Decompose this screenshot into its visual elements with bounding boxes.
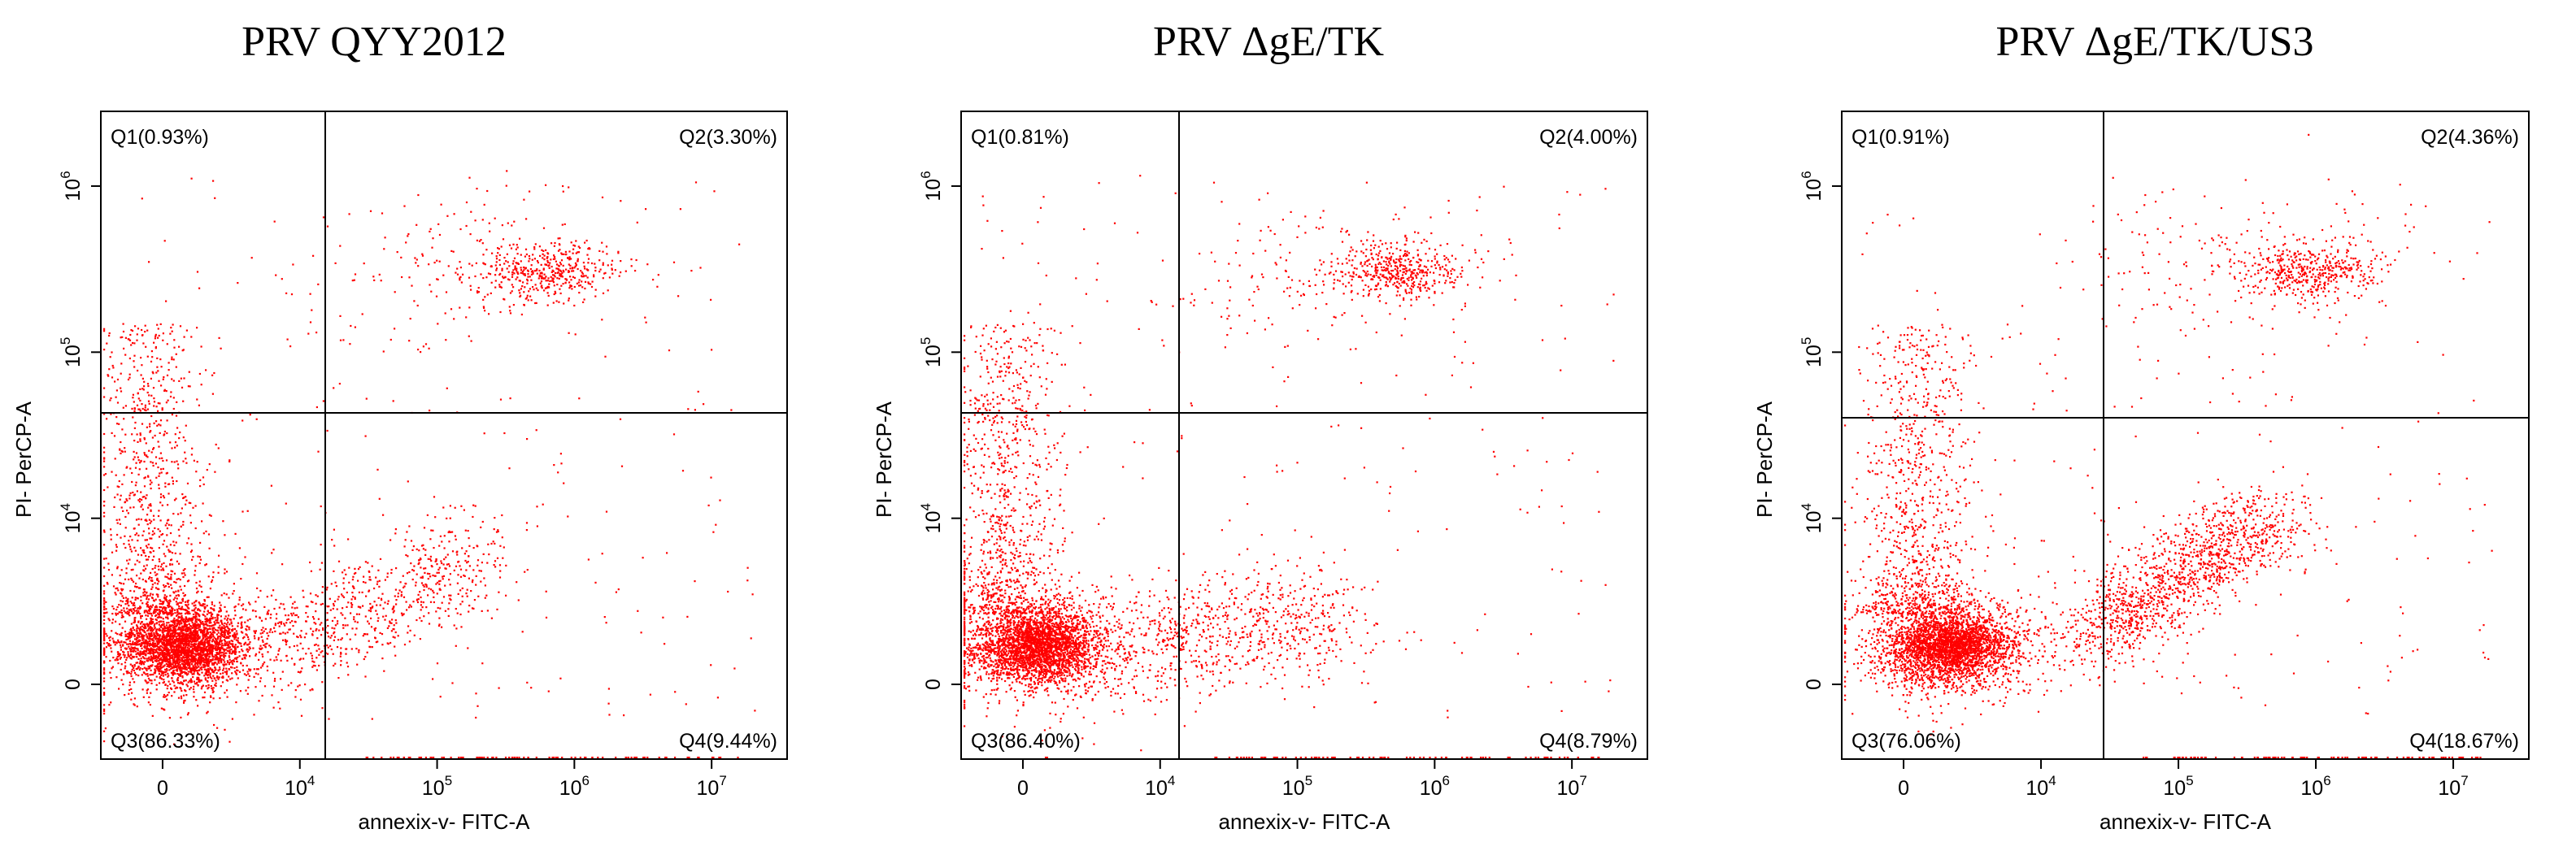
x-tick-label: 107 — [2438, 773, 2468, 800]
event-dots — [1844, 133, 2493, 759]
quadrant-label-q4: Q4(8.79%) — [1539, 730, 1638, 753]
plot-frame — [1841, 111, 2530, 760]
y-axis-label: PI- PerCP-A — [872, 401, 896, 518]
quadrant-label-q1: Q1(0.93%) — [111, 126, 209, 149]
x-tick-label: 0 — [157, 777, 168, 800]
quadrant-label-q1: Q1(0.81%) — [971, 126, 1069, 149]
panel-2-title: PRV ΔgE/TK — [1152, 19, 1385, 65]
y-axis: 0 104 105 106 — [1799, 171, 1842, 690]
panel-1-title: PRV QYY2012 — [242, 19, 507, 65]
y-axis-label: PI- PerCP-A — [1752, 401, 1777, 518]
quadrant-label-q1: Q1(0.91%) — [1852, 126, 1950, 149]
x-axis-label: annexix-v- FITC-A — [2100, 809, 2272, 834]
quadrant-label-q4: Q4(18.67%) — [2409, 730, 2519, 753]
quadrant-label-q3: Q3(76.06%) — [1852, 730, 1961, 753]
y-tick-label: 105 — [58, 337, 85, 367]
y-tick-label: 106 — [1799, 171, 1825, 201]
quadrant-label-q2: Q2(4.00%) — [1539, 126, 1638, 149]
quadrant-label-q3: Q3(86.40%) — [971, 730, 1081, 753]
y-tick-label: 0 — [62, 679, 85, 690]
x-tick-label: 105 — [2163, 773, 2193, 800]
x-tick-label: 106 — [2300, 773, 2330, 800]
y-tick-label: 0 — [922, 679, 945, 690]
event-dots — [103, 170, 756, 759]
quadrant-label-q4: Q4(9.44%) — [679, 730, 777, 753]
y-axis-label: PI- PerCP-A — [11, 401, 36, 518]
x-tick-label: 104 — [2026, 773, 2056, 800]
quadrant-label-q3: Q3(86.33%) — [111, 730, 220, 753]
y-tick-label: 105 — [1799, 337, 1825, 367]
event-dots — [964, 175, 1615, 759]
x-axis: 0 104 105 106 107 — [1017, 759, 1587, 800]
plot-frame — [100, 111, 788, 760]
y-tick-label: 104 — [1799, 503, 1825, 533]
x-tick-label: 0 — [1017, 777, 1029, 800]
x-axis: 0 104 105 106 107 — [157, 759, 727, 800]
x-tick-label: 0 — [1898, 777, 1909, 800]
x-axis: 0 104 105 106 107 — [1898, 759, 2469, 800]
quadrant-label-q2: Q2(3.30%) — [679, 126, 777, 149]
panel-3-title: PRV ΔgE/TK/US3 — [1995, 19, 2314, 65]
x-axis-label: annexix-v- FITC-A — [1219, 809, 1391, 834]
x-axis-label: annexix-v- FITC-A — [359, 809, 531, 834]
plot-frame — [960, 111, 1648, 760]
y-tick-label: 0 — [1803, 679, 1825, 690]
quadrant-label-q2: Q2(4.36%) — [2421, 126, 2519, 149]
